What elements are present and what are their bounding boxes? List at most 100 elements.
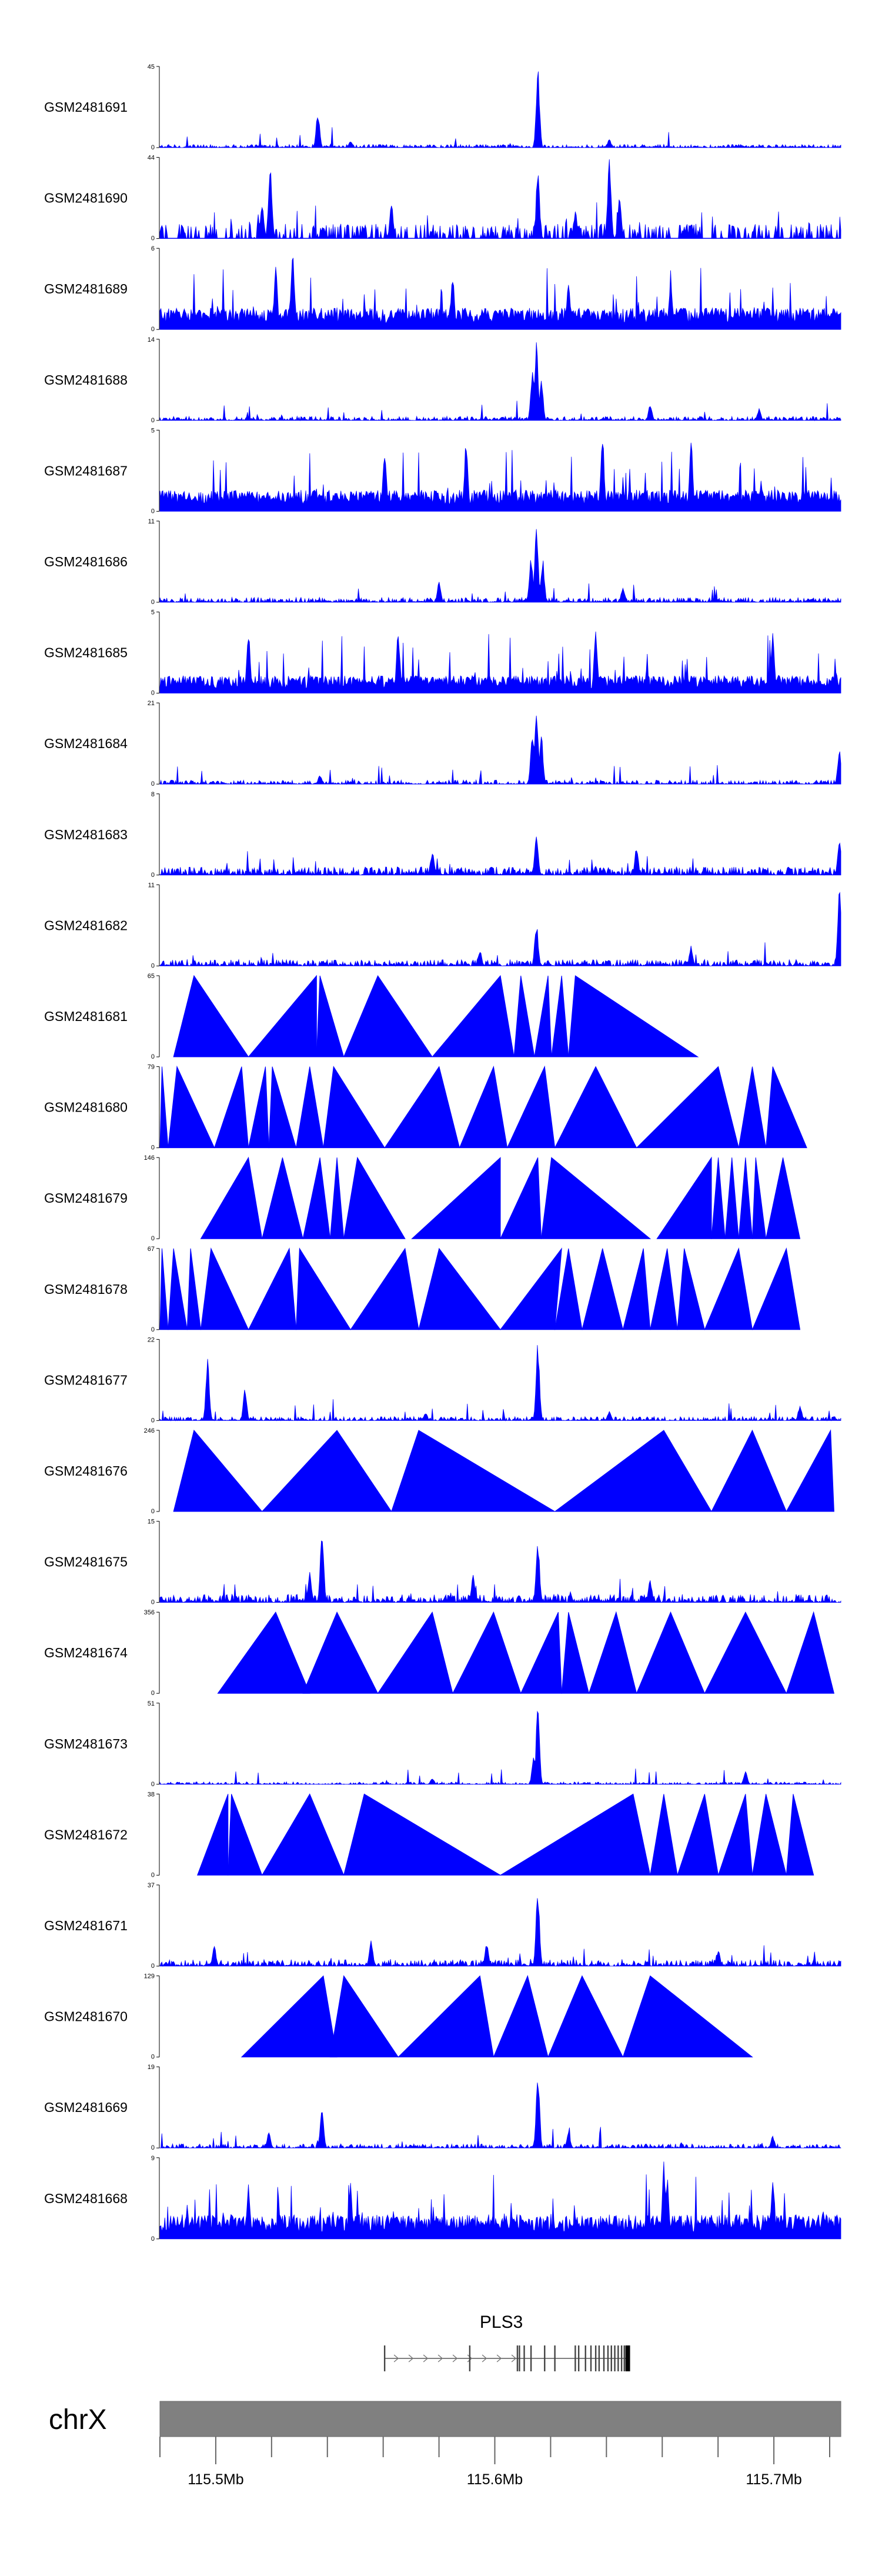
coverage-peak xyxy=(411,1157,501,1239)
track-label: GSM2481676 xyxy=(44,1463,128,1479)
y-min-label: 0 xyxy=(151,235,155,242)
coverage-peak xyxy=(261,1430,392,1512)
y-min-label: 0 xyxy=(151,144,155,151)
coverage-peak xyxy=(650,1248,678,1330)
coverage-peak xyxy=(506,1065,556,1149)
coverage-peak xyxy=(432,975,514,1057)
track-GSM2481684: GSM2481684 21 0 xyxy=(44,700,841,788)
y-min-label: 0 xyxy=(151,326,155,333)
coverage-peak xyxy=(738,1066,767,1149)
chromosome-label: chrX xyxy=(49,2404,107,2435)
track-label: GSM2481688 xyxy=(44,372,128,388)
track-label: GSM2481690 xyxy=(44,191,128,206)
y-min-label: 0 xyxy=(151,2235,155,2243)
track-label: GSM2481682 xyxy=(44,917,128,933)
coverage-peak xyxy=(656,1156,712,1239)
y-max-label: 11 xyxy=(148,882,155,889)
track-label: GSM2481668 xyxy=(44,2191,128,2206)
coverage-peak xyxy=(261,1793,345,1876)
track-GSM2481681: GSM2481681 65 0 xyxy=(44,973,699,1060)
coverage-signal xyxy=(159,2083,841,2149)
y-max-label: 11 xyxy=(148,518,155,525)
coverage-peak xyxy=(418,1247,502,1330)
gene-exon xyxy=(590,2345,592,2371)
coverage-peak xyxy=(547,1975,624,2058)
y-max-label: 15 xyxy=(148,1519,155,1526)
axis-tick-label: 115.5Mb xyxy=(188,2471,243,2488)
y-max-label: 19 xyxy=(148,2064,155,2071)
track-GSM2481675: GSM2481675 15 0 xyxy=(44,1519,841,1606)
y-min-label: 0 xyxy=(151,508,155,515)
coverage-peak xyxy=(786,1611,835,1694)
coverage-signal xyxy=(159,2161,841,2240)
strand-arrow-icon xyxy=(393,2354,399,2363)
strand-arrow-icon xyxy=(437,2354,443,2363)
y-max-label: 22 xyxy=(148,1336,155,1343)
coverage-peak xyxy=(200,1156,263,1239)
coverage-signal xyxy=(159,442,841,512)
track-label: GSM2481686 xyxy=(44,554,128,569)
coverage-peak xyxy=(329,1975,399,2058)
coverage-signal xyxy=(159,1898,841,1967)
coverage-peak xyxy=(196,1794,229,1876)
chromosome-bar xyxy=(159,2401,841,2437)
coverage-signal xyxy=(159,1540,841,1604)
chromosome-ideogram: chrX xyxy=(49,2401,841,2437)
coverage-peak xyxy=(704,1611,787,1694)
coverage-peak xyxy=(493,1975,549,2058)
strand-arrow-icon xyxy=(467,2354,473,2363)
coverage-peak xyxy=(173,975,249,1057)
track-label: GSM2481691 xyxy=(44,99,128,115)
coverage-peak xyxy=(717,1794,753,1876)
coverage-peak xyxy=(738,1157,753,1239)
track-GSM2481686: GSM2481686 11 0 xyxy=(44,518,841,606)
coverage-peak xyxy=(520,1611,562,1694)
gene-exon xyxy=(594,2345,597,2371)
coverage-peak xyxy=(296,1247,352,1330)
coverage-signal xyxy=(159,529,841,603)
gene-exon xyxy=(554,2345,556,2371)
track-GSM2481673: GSM2481673 51 0 xyxy=(44,1700,841,1788)
coverage-peak xyxy=(213,1066,249,1149)
coverage-peak xyxy=(159,1066,169,1149)
track-label: GSM2481684 xyxy=(44,736,128,751)
track-GSM2481671: GSM2481671 37 0 xyxy=(44,1882,841,1970)
track-GSM2481678: GSM2481678 67 0 xyxy=(44,1246,801,1333)
coverage-signal xyxy=(159,342,841,422)
coverage-signal xyxy=(159,1345,841,1422)
axis-tick-label: 115.7Mb xyxy=(746,2471,801,2488)
coverage-peak xyxy=(582,1248,624,1330)
y-max-label: 38 xyxy=(148,1791,155,1798)
y-max-label: 5 xyxy=(151,427,155,434)
coverage-signal xyxy=(159,631,841,693)
gene-exon xyxy=(519,2345,520,2371)
coverage-peak xyxy=(786,1794,814,1876)
strand-arrow-icon xyxy=(496,2354,502,2363)
y-min-label: 0 xyxy=(151,2054,155,2061)
y-min-label: 0 xyxy=(151,1963,155,1970)
gene-exon xyxy=(617,2345,619,2371)
y-max-label: 8 xyxy=(151,791,155,798)
y-max-label: 21 xyxy=(148,700,155,707)
track-label: GSM2481687 xyxy=(44,463,128,478)
strand-arrow-icon xyxy=(482,2354,487,2363)
track-label: GSM2481677 xyxy=(44,1372,128,1387)
coverage-signal xyxy=(159,715,841,785)
gene-annotation-track: PLS3 xyxy=(383,2313,630,2371)
strand-arrow-icon xyxy=(423,2354,429,2363)
coverage-peak xyxy=(561,1612,590,1694)
coverage-peak xyxy=(316,975,345,1057)
coverage-peak xyxy=(551,975,569,1057)
gene-exon xyxy=(469,2345,471,2371)
coverage-peak xyxy=(302,1157,331,1239)
y-max-label: 79 xyxy=(148,1064,155,1071)
track-label: GSM2481689 xyxy=(44,281,128,296)
track-GSM2481670: GSM2481670 129 0 xyxy=(44,1973,753,2061)
y-max-label: 129 xyxy=(144,1973,155,1980)
track-label: GSM2481672 xyxy=(44,1827,128,1842)
coverage-peak xyxy=(677,1248,706,1330)
track-GSM2481674: GSM2481674 356 0 xyxy=(44,1609,835,1697)
gene-exon xyxy=(620,2345,623,2371)
coverage-tracks: GSM2481691450GSM2481690440GSM248168960GS… xyxy=(44,64,841,2243)
y-min-label: 0 xyxy=(151,1599,155,1606)
